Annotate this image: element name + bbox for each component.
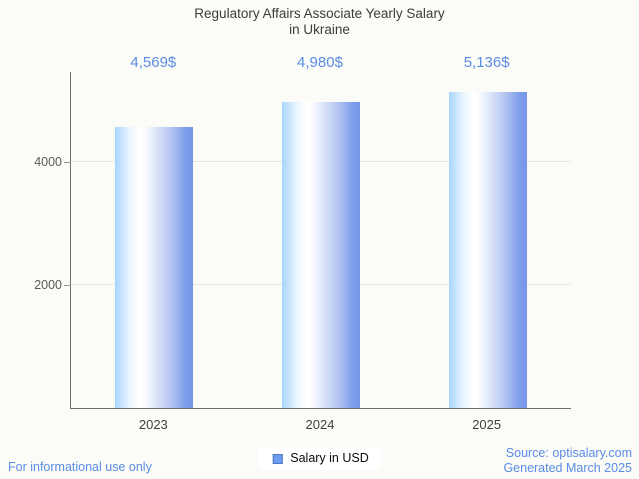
source-text: Source: optisalary.com [505, 446, 632, 460]
bar-value-label-2025: 5,136$ [463, 54, 510, 71]
bar-2024[interactable] [282, 102, 360, 408]
x-tick-label-2023: 2023 [138, 417, 168, 432]
legend-label: Salary in USD [290, 451, 369, 465]
bar-2025[interactable] [448, 92, 527, 408]
x-tick-label-2025: 2025 [472, 417, 502, 432]
legend-marker-square-icon [272, 453, 283, 464]
y-tick-label-4000: 4000 [34, 154, 62, 169]
bar-2023[interactable] [115, 127, 194, 408]
chart-title-line2: in Ukraine [289, 22, 350, 37]
chart-title-line1: Regulatory Affairs Associate Yearly Sala… [194, 6, 445, 21]
plot-area [70, 72, 571, 409]
bar-value-label-2023: 4,569$ [130, 54, 177, 71]
source-attribution: Source: optisalary.com Generated March 2… [503, 446, 632, 476]
chart-title: Regulatory Affairs Associate Yearly Sala… [0, 6, 639, 38]
x-tick-label-2024: 2024 [305, 417, 335, 432]
y-tick-mark-4000 [64, 162, 71, 163]
bar-value-label-2024: 4,980$ [297, 54, 343, 71]
disclaimer-text: For informational use only [8, 460, 152, 474]
generated-text: Generated March 2025 [503, 461, 632, 475]
y-tick-label-2000: 2000 [34, 277, 62, 292]
legend: Salary in USD [258, 448, 381, 470]
y-tick-mark-2000 [64, 285, 71, 286]
